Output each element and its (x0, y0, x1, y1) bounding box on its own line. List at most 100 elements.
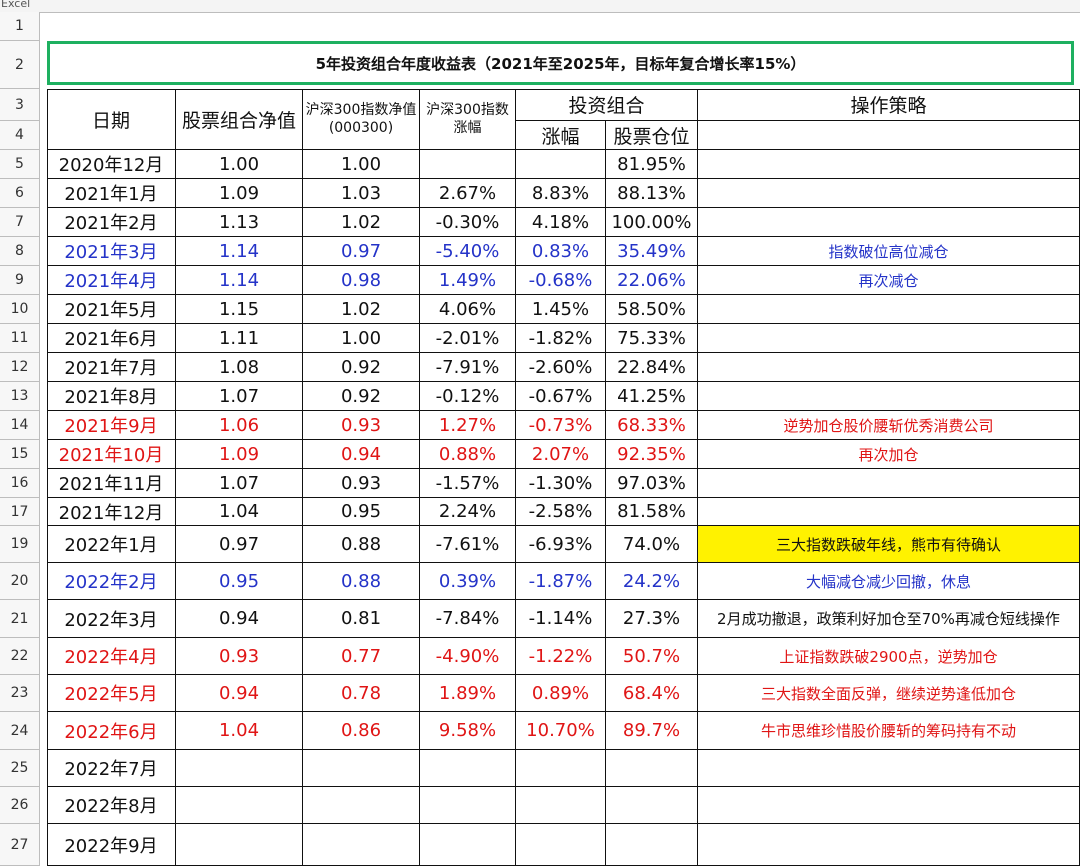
cell-strategy[interactable] (698, 208, 1080, 237)
row-header[interactable]: 10 (0, 295, 40, 324)
cell-index-nav[interactable]: 1.00 (303, 150, 420, 179)
cell-index-change[interactable]: 2.24% (420, 498, 516, 526)
header-portfolio[interactable]: 投资组合 (516, 89, 698, 121)
cell-position[interactable]: 75.33% (606, 324, 698, 353)
cell-date[interactable]: 2022年2月 (47, 563, 176, 600)
cell-position[interactable]: 58.50% (606, 295, 698, 324)
cell-index-change[interactable]: 1.89% (420, 675, 516, 712)
cell-index-nav[interactable]: 0.94 (303, 440, 420, 469)
cell-date[interactable]: 2022年5月 (47, 675, 176, 712)
cell-nav[interactable] (176, 787, 303, 824)
cell-portfolio-change[interactable]: -0.68% (516, 266, 606, 295)
sheet-title[interactable]: 5年投资组合年度收益表（2021年至2025年，目标年复合增长率15%） (47, 41, 1074, 85)
cell-nav[interactable]: 1.04 (176, 498, 303, 526)
cell-index-change[interactable]: -5.40% (420, 237, 516, 266)
header-strategy-blank[interactable] (698, 121, 1080, 150)
row-header[interactable]: 27 (0, 824, 40, 866)
cell-position[interactable]: 81.95% (606, 150, 698, 179)
cell-nav[interactable]: 1.11 (176, 324, 303, 353)
cell-nav[interactable]: 1.15 (176, 295, 303, 324)
row-header[interactable]: 5 (0, 150, 40, 179)
cell-strategy[interactable]: 三大指数全面反弹，继续逆势逢低加仓 (698, 675, 1080, 712)
cell-portfolio-change[interactable]: -6.93% (516, 526, 606, 563)
cell-portfolio-change[interactable]: -2.60% (516, 353, 606, 382)
header-index-nav[interactable]: 沪深300指数净值(000300) (303, 89, 420, 150)
row-header[interactable]: 21 (0, 600, 40, 638)
cell-index-nav[interactable]: 0.88 (303, 526, 420, 563)
cell-position[interactable]: 100.00% (606, 208, 698, 237)
cell-nav[interactable] (176, 750, 303, 787)
cell-nav[interactable]: 0.94 (176, 600, 303, 638)
header-nav[interactable]: 股票组合净值 (176, 89, 303, 150)
row-header[interactable]: 3 (0, 89, 40, 121)
cell-index-nav[interactable]: 0.92 (303, 353, 420, 382)
row-header[interactable]: 16 (0, 469, 40, 498)
row-header[interactable]: 11 (0, 324, 40, 353)
cell-date[interactable]: 2022年6月 (47, 712, 176, 750)
row-header[interactable]: 20 (0, 563, 40, 600)
row-header[interactable]: 7 (0, 208, 40, 237)
cell-index-change[interactable]: 9.58% (420, 712, 516, 750)
cell-position[interactable]: 97.03% (606, 469, 698, 498)
cell-position[interactable] (606, 750, 698, 787)
cell-position[interactable]: 22.84% (606, 353, 698, 382)
row-header[interactable]: 4 (0, 121, 40, 150)
cell-portfolio-change[interactable]: 1.45% (516, 295, 606, 324)
cell-date[interactable]: 2022年1月 (47, 526, 176, 563)
cell-index-nav[interactable]: 0.95 (303, 498, 420, 526)
cell-position[interactable]: 74.0% (606, 526, 698, 563)
cell-position[interactable]: 22.06% (606, 266, 698, 295)
row-header[interactable]: 13 (0, 382, 40, 411)
cell-position[interactable]: 41.25% (606, 382, 698, 411)
cell-strategy[interactable]: 三大指数跌破年线，熊市有待确认 (698, 526, 1080, 563)
cell-index-change[interactable]: -0.12% (420, 382, 516, 411)
cell-index-change[interactable]: -7.61% (420, 526, 516, 563)
cell-index-change[interactable]: 2.67% (420, 179, 516, 208)
row-header[interactable]: 19 (0, 526, 40, 563)
cell-position[interactable]: 35.49% (606, 237, 698, 266)
cell-date[interactable]: 2021年5月 (47, 295, 176, 324)
cell-index-nav[interactable]: 0.78 (303, 675, 420, 712)
cell-index-nav[interactable]: 0.86 (303, 712, 420, 750)
cell-date[interactable]: 2022年4月 (47, 638, 176, 675)
row-header[interactable]: 26 (0, 787, 40, 824)
cell-portfolio-change[interactable]: -1.30% (516, 469, 606, 498)
row-header[interactable]: 1 (0, 12, 40, 41)
header-portfolio-change[interactable]: 涨幅 (516, 121, 606, 150)
cell-portfolio-change[interactable]: -0.73% (516, 411, 606, 440)
cell-nav[interactable]: 1.09 (176, 179, 303, 208)
cell-nav[interactable]: 0.97 (176, 526, 303, 563)
cell-strategy[interactable] (698, 353, 1080, 382)
cell-index-nav[interactable]: 0.81 (303, 600, 420, 638)
row-header[interactable]: 6 (0, 179, 40, 208)
cell-index-nav[interactable] (303, 750, 420, 787)
cell-index-nav[interactable]: 0.92 (303, 382, 420, 411)
cell-strategy[interactable] (698, 469, 1080, 498)
row-header[interactable]: 12 (0, 353, 40, 382)
cell-strategy[interactable]: 逆势加仓股价腰斩优秀消费公司 (698, 411, 1080, 440)
cell-portfolio-change[interactable] (516, 150, 606, 179)
cell-position[interactable]: 27.3% (606, 600, 698, 638)
cell-portfolio-change[interactable]: 4.18% (516, 208, 606, 237)
header-strategy[interactable]: 操作策略 (698, 89, 1080, 121)
row-header[interactable]: 17 (0, 498, 40, 526)
cell-portfolio-change[interactable]: -2.58% (516, 498, 606, 526)
cell-strategy[interactable] (698, 150, 1080, 179)
cell-nav[interactable]: 1.00 (176, 150, 303, 179)
cell-portfolio-change[interactable]: 8.83% (516, 179, 606, 208)
cell-strategy[interactable] (698, 787, 1080, 824)
cell-date[interactable]: 2022年3月 (47, 600, 176, 638)
cell-strategy[interactable]: 上证指数跌破2900点，逆势加仓 (698, 638, 1080, 675)
cell-date[interactable]: 2021年9月 (47, 411, 176, 440)
cell-index-change[interactable]: -7.84% (420, 600, 516, 638)
header-position[interactable]: 股票仓位 (606, 121, 698, 150)
cell-index-nav[interactable]: 0.93 (303, 411, 420, 440)
cell-portfolio-change[interactable] (516, 750, 606, 787)
cell-date[interactable]: 2021年4月 (47, 266, 176, 295)
cell-nav[interactable]: 1.09 (176, 440, 303, 469)
cell-strategy[interactable] (698, 382, 1080, 411)
row-header[interactable]: 23 (0, 675, 40, 712)
cell-nav[interactable]: 1.06 (176, 411, 303, 440)
cell-index-nav[interactable]: 1.00 (303, 324, 420, 353)
cell-position[interactable]: 89.7% (606, 712, 698, 750)
